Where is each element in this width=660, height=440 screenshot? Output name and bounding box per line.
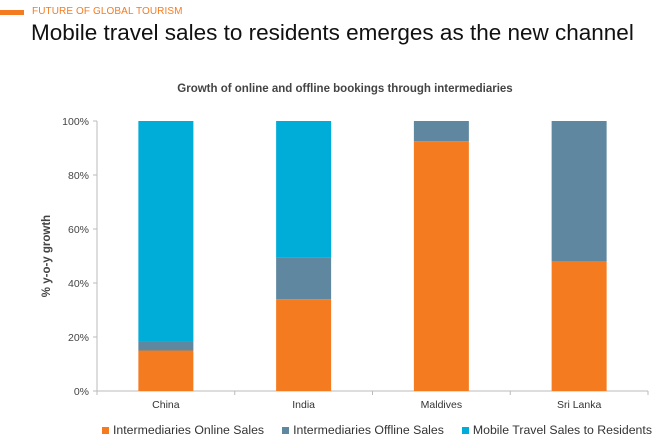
chart-title: Growth of online and offline bookings th… [177,83,512,95]
legend-item: Intermediaries Online Sales [102,423,264,437]
bar-segment-india-1 [276,257,332,300]
legend-item: Mobile Travel Sales to Residents [461,423,652,437]
legend-label: Mobile Travel Sales to Residents [472,423,652,437]
legend-swatch [461,426,469,434]
legend-label: Intermediaries Online Sales [113,423,265,437]
legend-swatch [102,426,109,434]
y-tick-label: 100% [62,116,89,128]
section-kicker: FUTURE OF GLOBAL TOURISM [32,6,183,17]
bar-segment-china-0 [138,350,194,391]
bar-segment-sri-lanka-0 [551,261,607,391]
bar-segment-india-2 [276,121,332,258]
y-tick-label: 0% [74,386,89,398]
y-tick-label: 20% [68,332,89,344]
x-tick-label: Sri Lanka [557,399,602,411]
x-tick-label: Maldives [421,399,462,411]
bar-segment-sri-lanka-1 [551,121,607,262]
bar-segment-india-0 [276,299,332,391]
bar-segment-china-1 [138,341,194,351]
legend-swatch [282,426,290,434]
bar-segment-china-2 [138,121,194,342]
y-axis-label: % y-o-y growth [41,215,53,297]
y-tick-label: 80% [68,170,89,182]
x-tick-label: India [292,399,315,411]
page-title: Mobile travel sales to residents emerges… [31,20,634,45]
x-tick-label: China [152,399,180,411]
accent-bar [0,10,24,15]
legend-label: Intermediaries Offline Sales [293,423,444,437]
bar-segment-maldives-0 [413,141,469,391]
y-tick-label: 60% [68,224,89,236]
legend: Intermediaries Online Sales Intermediarie… [102,423,652,437]
bar-segment-maldives-1 [413,121,469,142]
legend-item: Intermediaries Offline Sales [282,423,444,437]
y-tick-label: 40% [68,278,89,290]
